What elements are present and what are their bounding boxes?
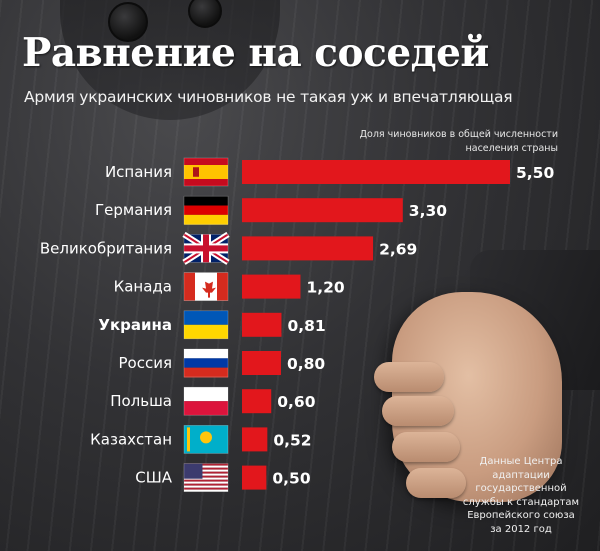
value-label: 0,52 (273, 431, 311, 449)
source-line: службы к стандартам (462, 496, 580, 508)
value-label: 2,69 (379, 240, 417, 258)
category-label: Украина (98, 316, 172, 334)
category-label: Польша (110, 392, 172, 410)
bar (242, 427, 268, 452)
value-label: 0,50 (272, 470, 310, 488)
category-label: США (135, 469, 173, 487)
suit-button (188, 0, 222, 28)
poland-flag-icon (183, 386, 229, 416)
category-label: Россия (119, 354, 173, 372)
value-axis-note: Доля чиновников в общей численности насе… (360, 128, 558, 156)
russia-flag-icon (183, 348, 229, 378)
category-label: Германия (95, 201, 172, 219)
bar (242, 160, 510, 184)
suit-button (108, 2, 148, 42)
canada-flag-icon (183, 272, 229, 301)
source-note: Данные Центра адаптации государственной … (456, 455, 586, 536)
value-label: 5,50 (516, 164, 554, 182)
bar (242, 312, 282, 337)
source-line: Данные Центра (479, 456, 563, 467)
axis-note-line: населения страны (465, 143, 558, 154)
germany-flag-icon (183, 195, 229, 225)
bar (242, 198, 403, 223)
kazakhstan-flag-icon (183, 425, 229, 454)
uk-flag-icon (182, 231, 230, 265)
value-label: 0,60 (277, 393, 315, 411)
source-line: государственной (475, 483, 567, 494)
bar (242, 389, 272, 414)
source-line: за 2012 год (490, 523, 552, 535)
value-label: 3,30 (409, 202, 447, 220)
category-label: Великобритания (40, 239, 172, 257)
axis-note-line: Доля чиновников в общей численности (359, 129, 558, 140)
category-label: Испания (105, 163, 172, 181)
bar (242, 236, 374, 261)
bar (242, 274, 301, 299)
chart-subtitle: Армия украинских чиновников не такая уж … (24, 88, 513, 106)
chart-title: Равнение на соседей (22, 30, 489, 76)
bar (242, 465, 267, 490)
value-label: 0,81 (287, 317, 325, 335)
value-label: 0,80 (287, 355, 325, 373)
spain-flag-icon (183, 157, 229, 187)
ukraine-flag-icon (183, 310, 229, 340)
hand-image (374, 292, 562, 502)
source-line: Европейского союза (467, 510, 575, 521)
bar (242, 351, 281, 375)
category-label: Казахстан (90, 430, 172, 448)
value-label: 1,20 (306, 279, 344, 297)
source-line: адаптации (492, 469, 550, 481)
category-label: Канада (114, 278, 172, 296)
usa-flag-icon (183, 463, 229, 492)
